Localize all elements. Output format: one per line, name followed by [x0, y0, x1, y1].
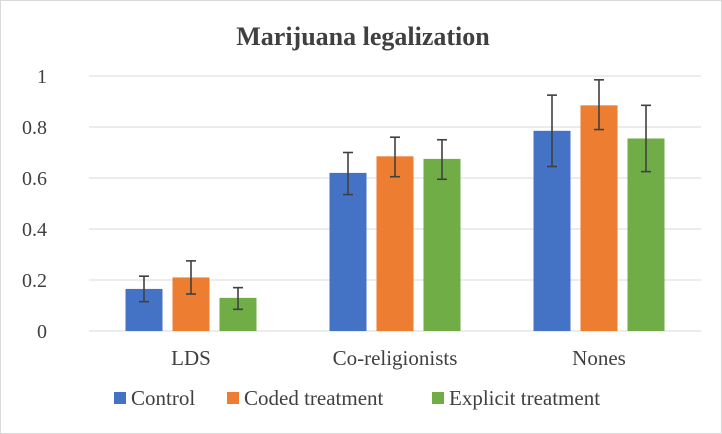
legend-label: Coded treatment: [244, 386, 384, 410]
error-bars: [139, 79, 651, 311]
y-tick-label: 0.4: [22, 219, 47, 241]
x-category-label: Nones: [572, 346, 626, 370]
y-tick-label: 1: [37, 66, 47, 88]
y-tick-label: 0.6: [22, 168, 47, 190]
y-tick-label: 0.2: [22, 270, 47, 292]
bar-coded-treatment-co-religionists: [376, 156, 414, 331]
legend-label: Explicit treatment: [449, 386, 600, 410]
x-axis-categories: LDS Co-religionists Nones: [171, 346, 626, 370]
bar-explicit-treatment-co-religionists: [423, 158, 461, 331]
y-tick-label: 0.8: [22, 117, 47, 139]
y-axis-ticks: 0 0.2 0.4 0.6 0.8 1: [22, 66, 47, 343]
x-category-label: Co-religionists: [333, 346, 458, 370]
legend-item: Control: [114, 386, 195, 410]
legend-swatch: [432, 392, 444, 404]
legend-swatch: [114, 392, 126, 404]
legend-swatch: [227, 392, 239, 404]
chart-title: Marijuana legalization: [236, 22, 490, 51]
bar-control-co-religionists: [329, 172, 367, 331]
legend-label: Control: [131, 386, 195, 410]
legend-item: Coded treatment: [227, 386, 384, 410]
bars: [125, 105, 665, 331]
y-tick-label: 0: [37, 321, 47, 343]
legend: Control Coded treatment Explicit treatment: [114, 386, 600, 410]
x-category-label: LDS: [171, 346, 211, 370]
legend-item: Explicit treatment: [432, 386, 600, 410]
bar-coded-treatment-nones: [580, 105, 618, 331]
